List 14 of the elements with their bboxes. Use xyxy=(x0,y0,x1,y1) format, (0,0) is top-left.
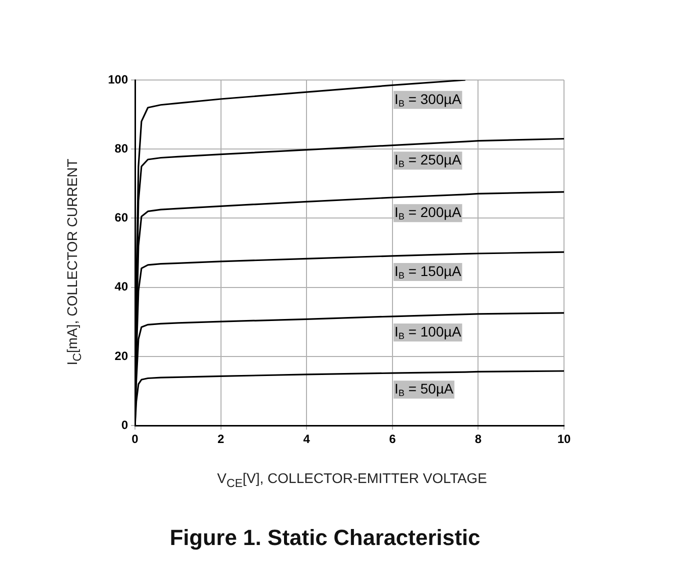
x-axis-title: V$_{CE}$[V], COLLECTOR-EMITTER VOLTAGE xyxy=(217,470,487,490)
y-tick-label: 0 xyxy=(121,418,128,432)
text: Figure 1. Static Characteristic xyxy=(170,525,480,551)
x-tick-label: 6 xyxy=(389,432,396,446)
y-tick-label: 80 xyxy=(114,141,128,156)
x-tick-label: 10 xyxy=(557,432,571,446)
y-tick-label: 100 xyxy=(108,72,128,86)
y-tick-label: 40 xyxy=(114,280,128,294)
y-tick-label: 20 xyxy=(114,348,128,363)
x-tick-label: 4 xyxy=(303,432,310,446)
y-tick-label: 60 xyxy=(114,210,128,225)
x-tick-label: 2 xyxy=(217,432,224,446)
x-tick-label: 0 xyxy=(132,432,139,446)
x-tick-label: 8 xyxy=(474,432,482,446)
